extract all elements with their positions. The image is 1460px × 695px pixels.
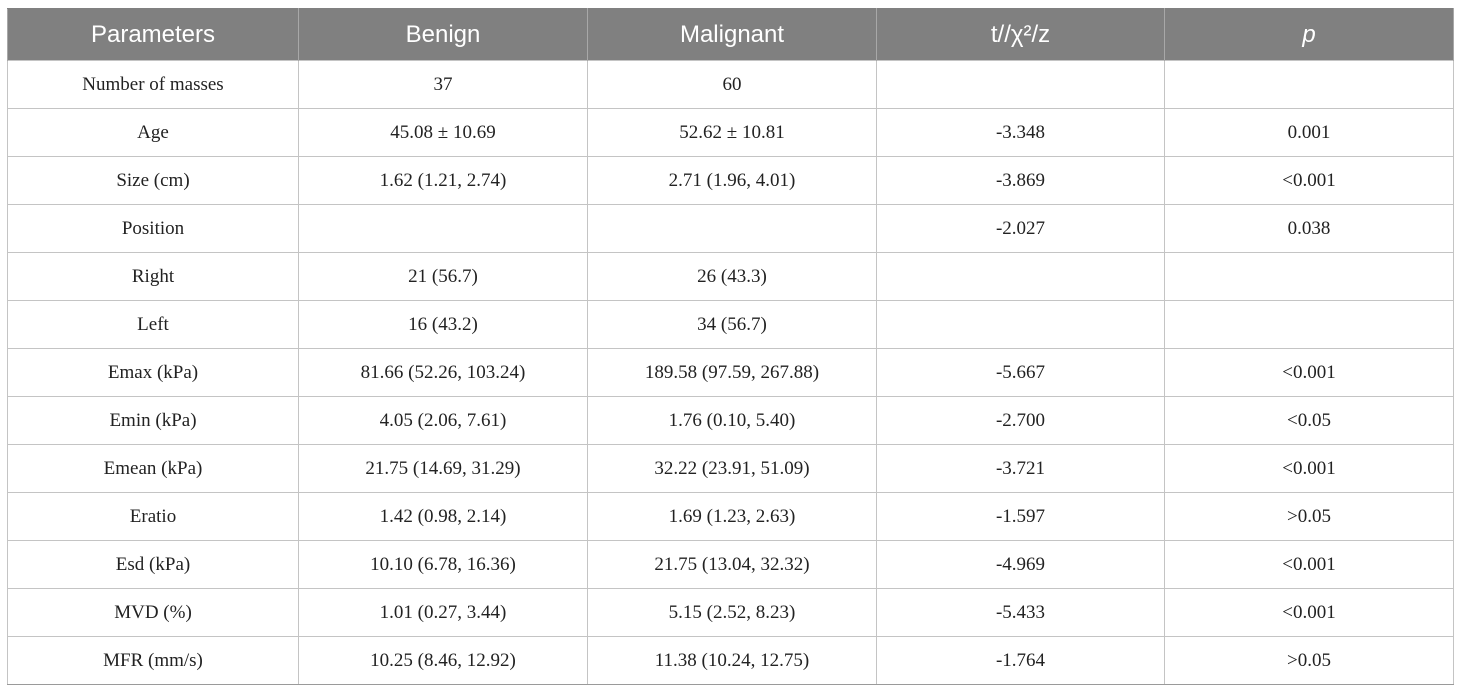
cell-p-value: <0.001: [1164, 156, 1454, 205]
cell-p-value: [1164, 300, 1454, 349]
cell-statistic: -3.721: [876, 444, 1165, 493]
cell-malignant: 60: [587, 60, 877, 109]
cell-statistic: -2.027: [876, 204, 1165, 253]
header-test-statistic: t//χ²/z: [876, 8, 1165, 61]
cell-statistic: -1.764: [876, 636, 1165, 685]
cell-malignant: 21.75 (13.04, 32.32): [587, 540, 877, 589]
cell-p-value: <0.001: [1164, 348, 1454, 397]
table-row: Eratio 1.42 (0.98, 2.14) 1.69 (1.23, 2.6…: [7, 492, 1454, 541]
cell-benign: 81.66 (52.26, 103.24): [298, 348, 588, 397]
cell-p-value: <0.001: [1164, 588, 1454, 637]
cell-statistic: -1.597: [876, 492, 1165, 541]
cell-malignant: 5.15 (2.52, 8.23): [587, 588, 877, 637]
table-row: Position -2.027 0.038: [7, 204, 1454, 253]
cell-p-value: <0.05: [1164, 396, 1454, 445]
cell-parameter: Eratio: [7, 492, 299, 541]
cell-statistic: -4.969: [876, 540, 1165, 589]
cell-parameter: MVD (%): [7, 588, 299, 637]
cell-p-value: 0.038: [1164, 204, 1454, 253]
cell-parameter: Left: [7, 300, 299, 349]
cell-statistic: -2.700: [876, 396, 1165, 445]
table-header: Parameters Benign Malignant t//χ²/z p: [7, 8, 1454, 61]
table-body: Number of masses 37 60 Age 45.08 ± 10.69…: [7, 60, 1454, 685]
comparison-table-container: Parameters Benign Malignant t//χ²/z p Nu…: [7, 8, 1454, 685]
cell-p-value: >0.05: [1164, 492, 1454, 541]
cell-benign: 10.25 (8.46, 12.92): [298, 636, 588, 685]
cell-benign: 1.42 (0.98, 2.14): [298, 492, 588, 541]
header-row: Parameters Benign Malignant t//χ²/z p: [7, 8, 1454, 61]
cell-parameter: Size (cm): [7, 156, 299, 205]
table-row: Esd (kPa) 10.10 (6.78, 16.36) 21.75 (13.…: [7, 540, 1454, 589]
cell-benign: 45.08 ± 10.69: [298, 108, 588, 157]
table-row: Size (cm) 1.62 (1.21, 2.74) 2.71 (1.96, …: [7, 156, 1454, 205]
cell-benign: 1.01 (0.27, 3.44): [298, 588, 588, 637]
cell-benign: 21 (56.7): [298, 252, 588, 301]
cell-malignant: 1.76 (0.10, 5.40): [587, 396, 877, 445]
cell-benign: 37: [298, 60, 588, 109]
cell-parameter: Emax (kPa): [7, 348, 299, 397]
cell-benign: 4.05 (2.06, 7.61): [298, 396, 588, 445]
cell-malignant: 52.62 ± 10.81: [587, 108, 877, 157]
cell-statistic: -3.869: [876, 156, 1165, 205]
cell-p-value: 0.001: [1164, 108, 1454, 157]
cell-benign: 10.10 (6.78, 16.36): [298, 540, 588, 589]
cell-parameter: Emean (kPa): [7, 444, 299, 493]
cell-p-value: <0.001: [1164, 444, 1454, 493]
header-parameters: Parameters: [7, 8, 299, 61]
cell-p-value: <0.001: [1164, 540, 1454, 589]
cell-statistic: -5.433: [876, 588, 1165, 637]
cell-benign: 21.75 (14.69, 31.29): [298, 444, 588, 493]
table-row: Emax (kPa) 81.66 (52.26, 103.24) 189.58 …: [7, 348, 1454, 397]
cell-malignant: 189.58 (97.59, 267.88): [587, 348, 877, 397]
table-row: Age 45.08 ± 10.69 52.62 ± 10.81 -3.348 0…: [7, 108, 1454, 157]
cell-parameter: Right: [7, 252, 299, 301]
cell-statistic: [876, 300, 1165, 349]
cell-p-value: [1164, 252, 1454, 301]
table-row: Emin (kPa) 4.05 (2.06, 7.61) 1.76 (0.10,…: [7, 396, 1454, 445]
cell-benign: 1.62 (1.21, 2.74): [298, 156, 588, 205]
table-row: Number of masses 37 60: [7, 60, 1454, 109]
table-row: Right 21 (56.7) 26 (43.3): [7, 252, 1454, 301]
cell-parameter: Number of masses: [7, 60, 299, 109]
cell-malignant: 11.38 (10.24, 12.75): [587, 636, 877, 685]
cell-malignant: 32.22 (23.91, 51.09): [587, 444, 877, 493]
cell-parameter: Age: [7, 108, 299, 157]
cell-parameter: Position: [7, 204, 299, 253]
header-malignant: Malignant: [587, 8, 877, 61]
cell-benign: [298, 204, 588, 253]
cell-benign: 16 (43.2): [298, 300, 588, 349]
table-row: MVD (%) 1.01 (0.27, 3.44) 5.15 (2.52, 8.…: [7, 588, 1454, 637]
cell-malignant: [587, 204, 877, 253]
cell-parameter: Esd (kPa): [7, 540, 299, 589]
cell-p-value: >0.05: [1164, 636, 1454, 685]
cell-parameter: Emin (kPa): [7, 396, 299, 445]
cell-parameter: MFR (mm/s): [7, 636, 299, 685]
cell-p-value: [1164, 60, 1454, 109]
cell-malignant: 26 (43.3): [587, 252, 877, 301]
table-row: Left 16 (43.2) 34 (56.7): [7, 300, 1454, 349]
table-row: MFR (mm/s) 10.25 (8.46, 12.92) 11.38 (10…: [7, 636, 1454, 685]
table-row: Emean (kPa) 21.75 (14.69, 31.29) 32.22 (…: [7, 444, 1454, 493]
cell-malignant: 34 (56.7): [587, 300, 877, 349]
header-p-value: p: [1164, 8, 1454, 61]
cell-statistic: [876, 252, 1165, 301]
cell-statistic: -5.667: [876, 348, 1165, 397]
cell-malignant: 1.69 (1.23, 2.63): [587, 492, 877, 541]
cell-statistic: -3.348: [876, 108, 1165, 157]
cell-statistic: [876, 60, 1165, 109]
cell-malignant: 2.71 (1.96, 4.01): [587, 156, 877, 205]
header-benign: Benign: [298, 8, 588, 61]
comparison-table: Parameters Benign Malignant t//χ²/z p Nu…: [7, 8, 1454, 685]
